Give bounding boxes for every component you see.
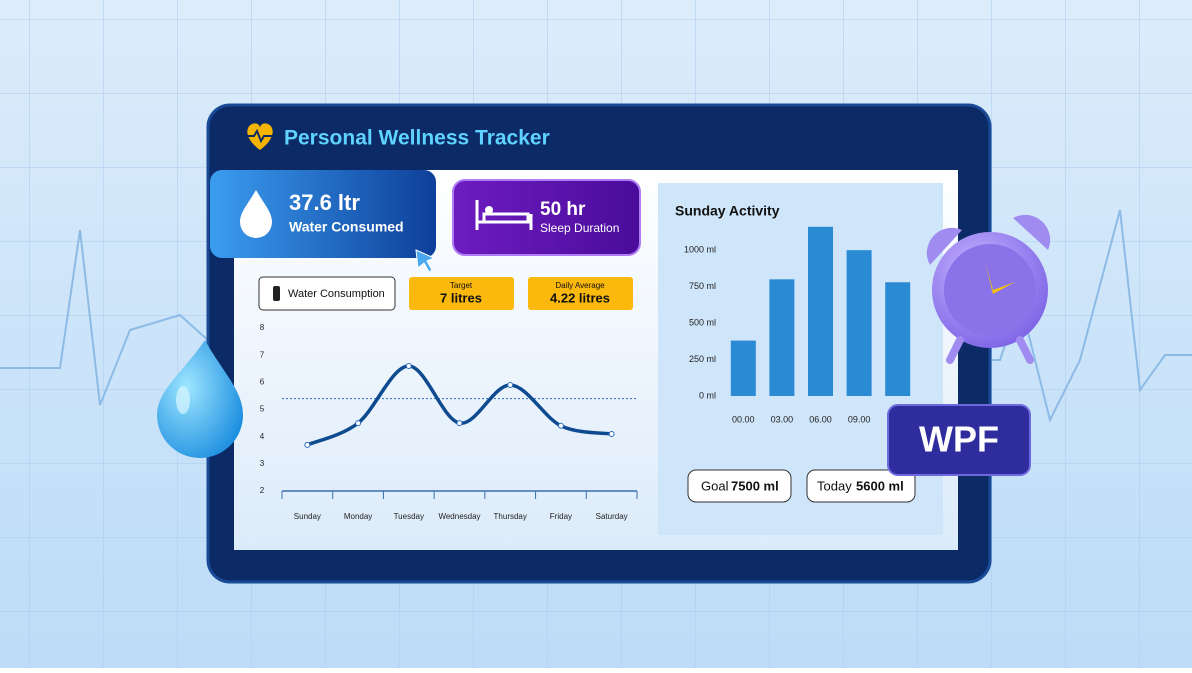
x-tick-label: Friday [550,512,572,521]
x-tick-label: 06.00 [809,414,832,424]
point [355,420,362,427]
water-value: 37.6 ltr [289,190,360,215]
point [608,430,615,437]
today-box [806,469,916,503]
water-drop [157,340,243,458]
app-title: Personal Wellness Tracker [284,127,550,150]
bed-icon-head [485,206,493,214]
y-tick-label: 0 ml [699,390,716,400]
point [405,363,412,370]
point [557,422,564,429]
y-tick-label: 2 [260,486,265,495]
x-tick-label: Sunday [294,512,321,521]
bar [769,279,795,396]
charts: 2 3 4 5 6 7 8 Sunday Monday Tuesday Wednesday Thurs… [260,203,911,521]
point [507,382,514,389]
x-tick-label: Wednesday [438,512,480,521]
x-tick-label: Monday [344,512,372,521]
x-tick-label: Thursday [494,512,527,521]
x-tick-label: 00.00 [732,414,755,424]
average-value: 4.22 litres [550,290,610,305]
wpf-badge [887,404,1031,476]
average-label: Daily Average [555,281,605,290]
y-tick-label: 5 [260,405,265,414]
sleep-value: 50 hr [540,199,586,220]
y-tick-label: 500 ml [689,317,716,327]
bar [730,340,756,396]
target-box [409,277,514,310]
y-tick-label: 8 [260,323,265,332]
goal-value: 7500 ml [731,478,779,493]
pulse-icon [248,128,272,144]
y-tick-label: 1000 ml [684,245,716,255]
drop-icon [240,190,272,238]
sleep-label: Sleep Duration [540,221,619,235]
average-box [528,277,633,310]
cursor [415,249,436,273]
x-tick-label: Saturday [596,512,628,521]
legend-label: Water Consumption [288,288,385,300]
point [456,420,463,427]
alarm-clock [926,214,1051,364]
target-value: 7 litres [440,290,482,305]
water-label: Water Consumed [289,219,404,235]
goal-box [687,469,792,503]
y-tick-label: 3 [260,459,265,468]
today-label: Today [817,478,852,493]
y-tick-label: 7 [260,350,265,359]
bar [846,250,872,396]
y-tick-label: 4 [260,432,265,441]
water-card[interactable] [210,170,436,258]
legend-box [258,276,396,311]
sleep-card[interactable] [452,179,641,256]
bar [885,282,911,396]
y-tick-label: 6 [260,377,265,386]
target-label: Target [450,281,473,290]
bottle-icon [273,286,280,301]
today-value: 5600 ml [856,478,904,493]
bar [808,226,833,396]
chart-title: Sunday Activity [675,203,780,219]
x-tick-label: 09.00 [848,414,871,424]
bed-icon [475,200,533,230]
x-tick-label: Tuesday [394,512,424,521]
x-tick-label: 03.00 [771,414,794,424]
goal-label: Goal [701,478,729,493]
point [304,441,311,448]
wpf-text: WPF [919,419,999,460]
y-tick-label: 250 ml [689,354,716,364]
y-tick-label: 750 ml [689,281,716,291]
